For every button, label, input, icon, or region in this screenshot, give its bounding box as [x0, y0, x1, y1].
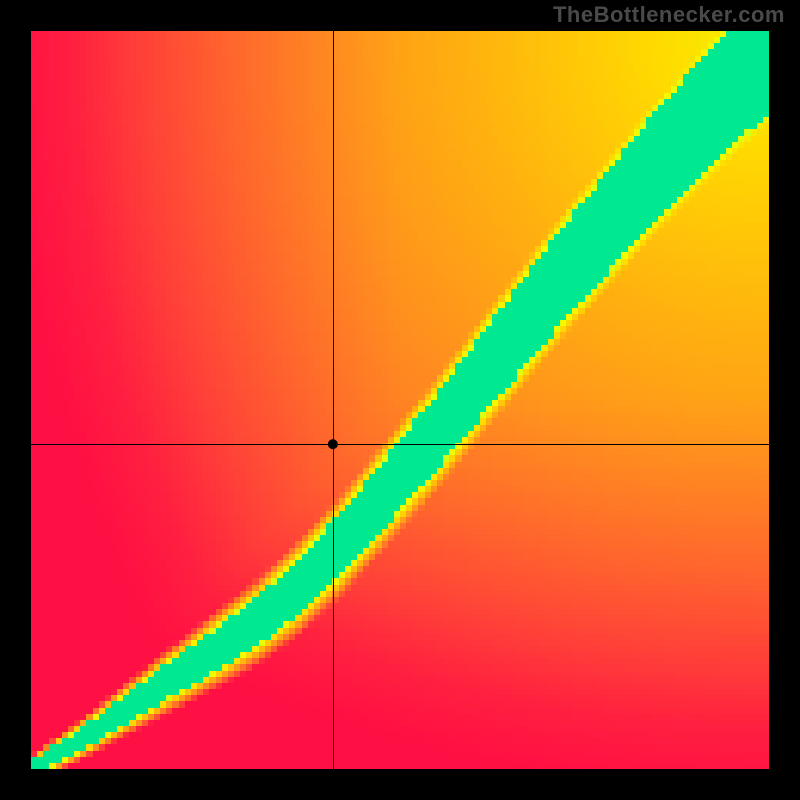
chart-container: TheBottlenecker.com — [0, 0, 800, 800]
watermark-text: TheBottlenecker.com — [553, 2, 785, 28]
heatmap-canvas — [31, 31, 769, 769]
plot-area — [31, 31, 769, 769]
